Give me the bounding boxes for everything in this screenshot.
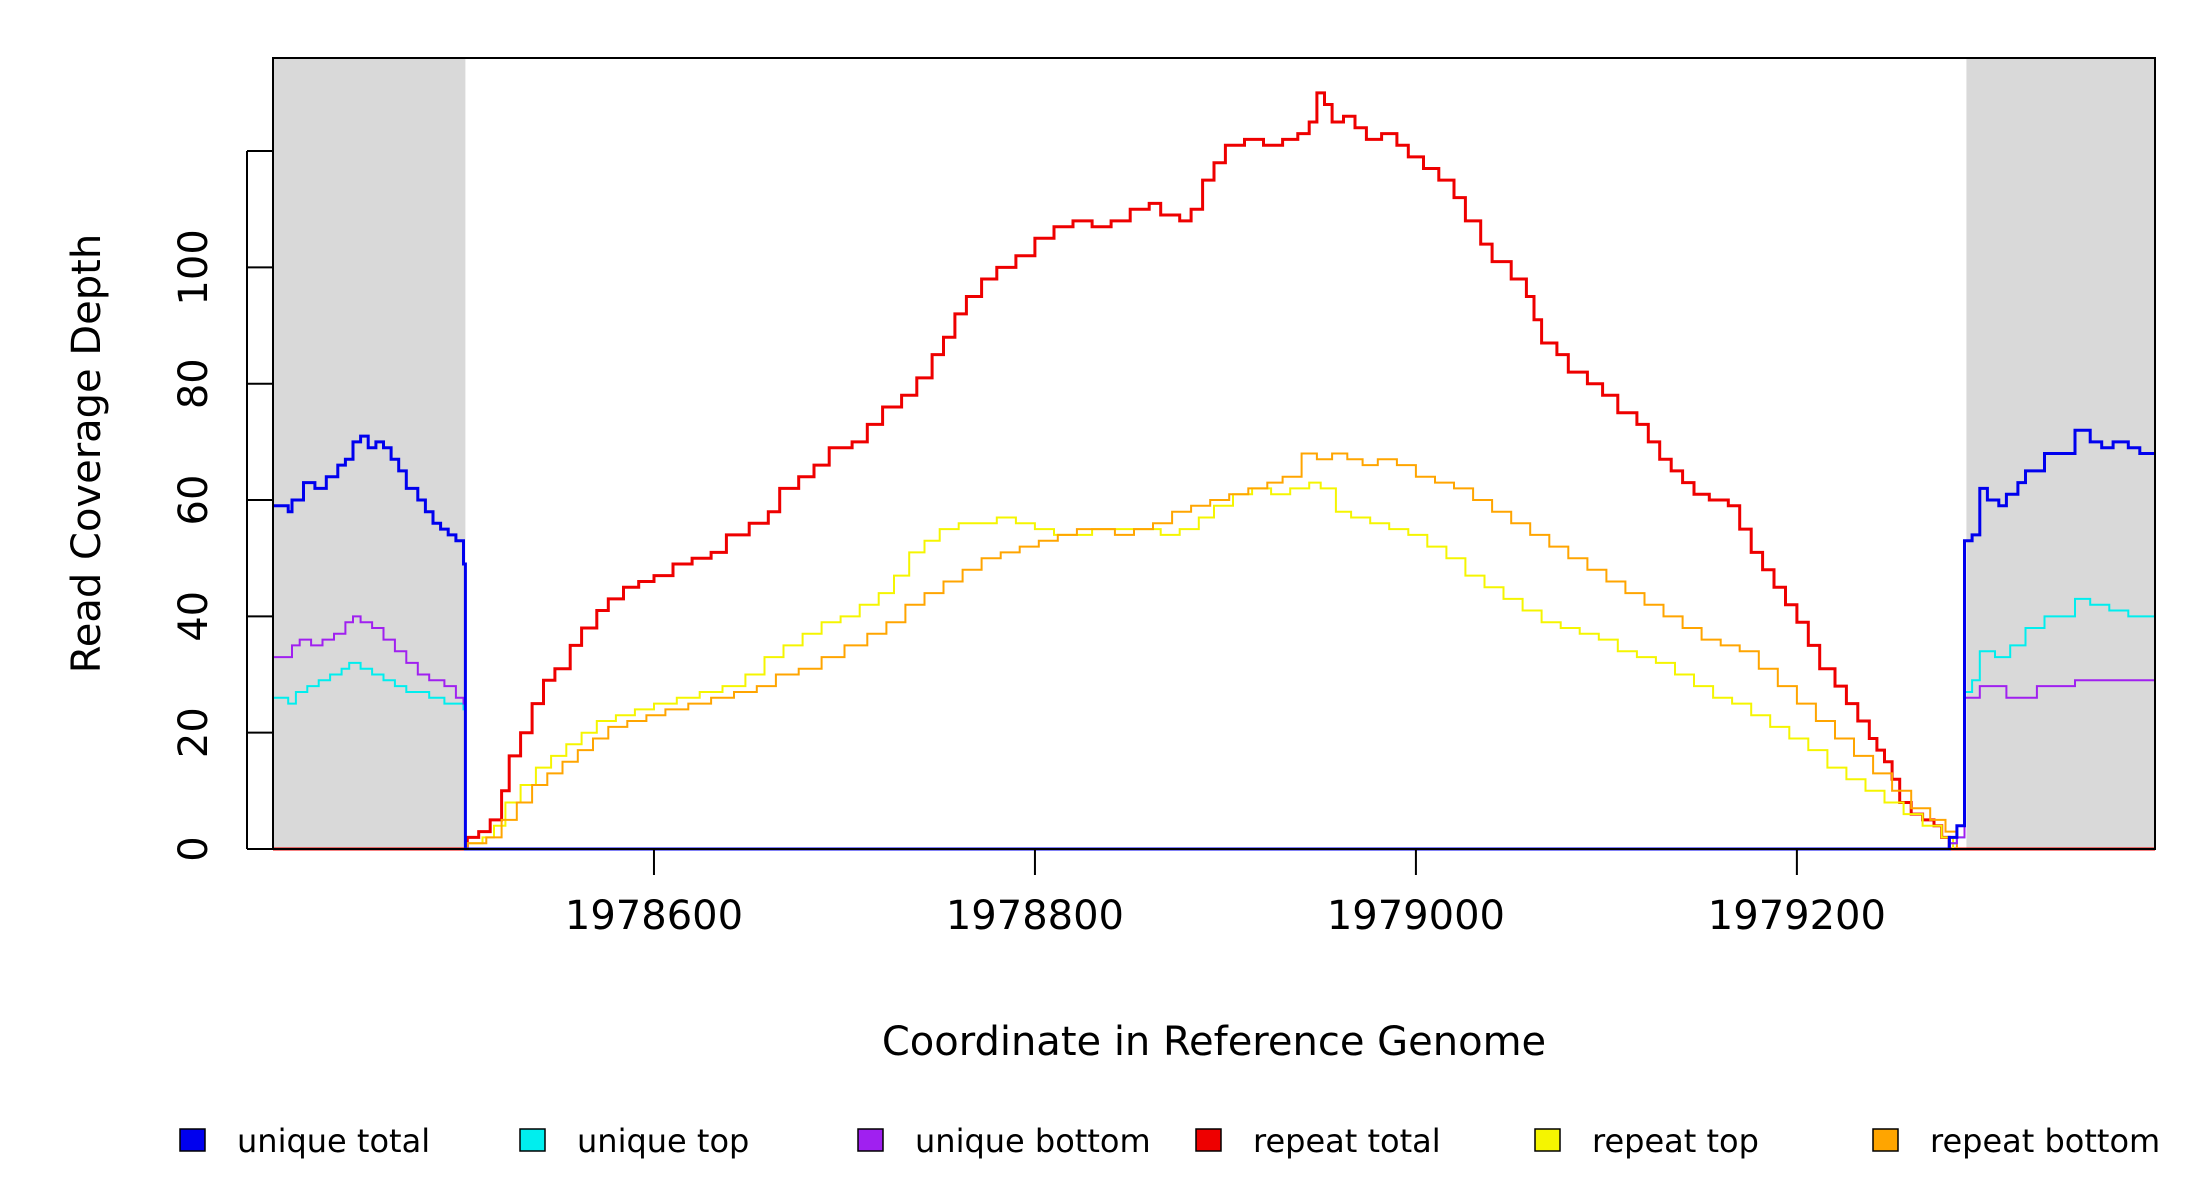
legend-item-repeat-total: repeat total <box>1195 1122 1441 1160</box>
y-tick-label: 60 <box>171 475 217 526</box>
legend-swatch <box>1195 1128 1222 1152</box>
legend-label: unique bottom <box>915 1122 1151 1160</box>
x-axis-title: Coordinate in Reference Genome <box>882 1019 1546 1065</box>
y-axis-title: Read Coverage Depth <box>64 234 110 673</box>
x-tick-label: 1979000 <box>1327 893 1505 939</box>
legend-swatch <box>519 1128 546 1152</box>
series-line-repeat-top <box>273 481 2155 850</box>
legend-label: repeat top <box>1592 1122 1759 1160</box>
legend-swatch <box>1534 1128 1561 1152</box>
legend-label: repeat total <box>1253 1122 1441 1160</box>
y-tick-label: 0 <box>171 836 217 861</box>
legend-item-repeat-bottom: repeat bottom <box>1872 1122 2160 1160</box>
legend-item-unique-top: unique top <box>519 1122 749 1160</box>
legend-label: unique top <box>577 1122 749 1160</box>
legend-item-unique-total: unique total <box>179 1122 430 1160</box>
y-tick-label: 40 <box>171 591 217 642</box>
y-tick-label: 80 <box>171 358 217 409</box>
legend: unique total unique top unique bottom repea… <box>179 1122 2160 1160</box>
series-lines <box>273 91 2156 851</box>
legend-swatch <box>179 1128 206 1152</box>
x-axis: 1978600 1978800 1979000 1979200 <box>565 848 1886 939</box>
shaded-regions <box>273 58 2155 849</box>
legend-swatch <box>857 1128 884 1152</box>
series-line-unique-top <box>273 597 2155 850</box>
x-tick-label: 1979200 <box>1708 893 1886 939</box>
series-line-unique-total <box>273 428 2155 851</box>
legend-label: repeat bottom <box>1930 1122 2160 1160</box>
x-tick-label: 1978800 <box>946 893 1124 939</box>
legend-label: unique total <box>237 1122 430 1160</box>
x-tick-label: 1978600 <box>565 893 743 939</box>
y-tick-label: 20 <box>171 707 217 758</box>
legend-item-repeat-top: repeat top <box>1534 1122 1759 1160</box>
series-line-repeat-total <box>273 91 2155 851</box>
shaded-region-1 <box>273 58 466 849</box>
legend-swatch <box>1872 1128 1899 1152</box>
legend-item-unique-bottom: unique bottom <box>857 1122 1151 1160</box>
series-line-unique-bottom <box>273 615 2156 850</box>
y-axis: 0 20 40 60 80 100 <box>171 150 273 862</box>
y-tick-label: 100 <box>171 229 217 305</box>
series-line-repeat-bottom <box>273 452 2155 850</box>
